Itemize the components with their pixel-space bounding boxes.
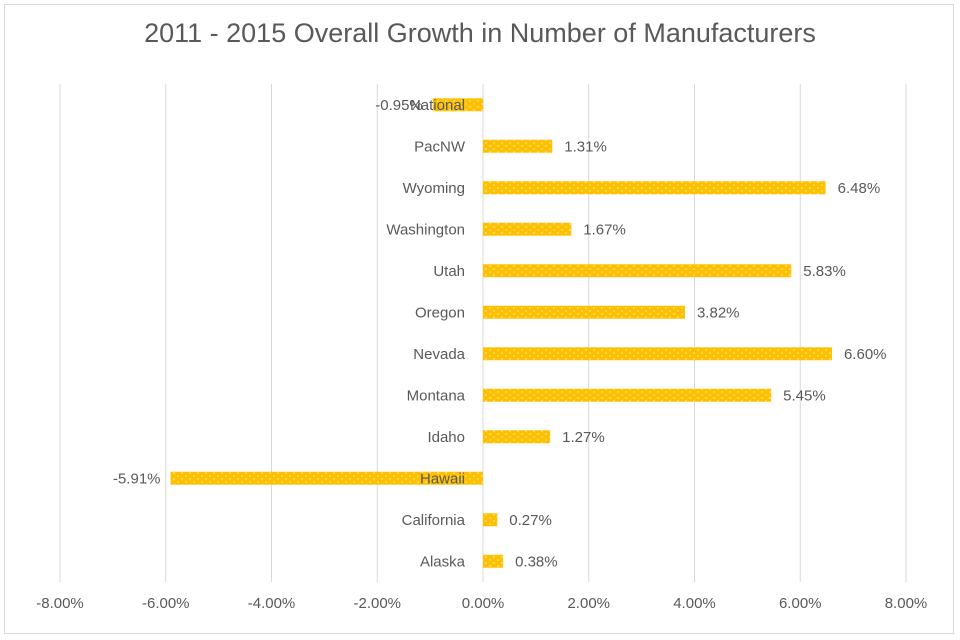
- category-label: PacNW: [414, 138, 466, 155]
- x-tick-label: 8.00%: [885, 595, 928, 612]
- category-label: Alaska: [420, 553, 466, 570]
- x-tick-label: 4.00%: [673, 595, 716, 612]
- data-label: -0.95%: [375, 97, 423, 114]
- data-label: 5.45%: [783, 387, 826, 404]
- data-label: 0.27%: [509, 512, 552, 529]
- bar: [483, 222, 572, 236]
- bar: [483, 264, 792, 278]
- data-label: 6.48%: [838, 180, 881, 197]
- x-tick-label: -6.00%: [142, 595, 190, 612]
- category-label: National: [410, 97, 465, 114]
- category-label: Wyoming: [403, 180, 465, 197]
- data-label: -5.91%: [113, 470, 161, 487]
- x-tick-label: -2.00%: [353, 595, 401, 612]
- bar: [483, 305, 685, 319]
- data-label: 0.38%: [515, 553, 558, 570]
- x-tick-label: -8.00%: [36, 595, 84, 612]
- category-label: California: [402, 512, 466, 529]
- bar: [432, 98, 483, 112]
- category-label: Oregon: [415, 304, 465, 321]
- bar: [483, 139, 553, 153]
- bar: [483, 513, 498, 527]
- bar: [483, 388, 772, 402]
- bar: [483, 554, 504, 568]
- bar: [483, 430, 551, 444]
- x-tick-label: 2.00%: [567, 595, 610, 612]
- data-label: 6.60%: [844, 346, 887, 363]
- data-label: 1.31%: [564, 138, 607, 155]
- category-label: Utah: [433, 263, 465, 280]
- data-label: 3.82%: [697, 304, 740, 321]
- bar: [483, 347, 832, 361]
- data-label: 1.27%: [562, 429, 605, 446]
- category-label: Hawaii: [420, 470, 465, 487]
- data-label: 5.83%: [803, 263, 846, 280]
- chart-title: 2011 - 2015 Overall Growth in Number of …: [144, 18, 816, 48]
- category-label: Montana: [407, 387, 466, 404]
- category-label: Idaho: [427, 429, 465, 446]
- x-tick-label: 6.00%: [779, 595, 822, 612]
- data-label: 1.67%: [583, 221, 626, 238]
- bar: [170, 471, 484, 485]
- category-label: Washington: [386, 221, 465, 238]
- bar: [483, 181, 826, 195]
- x-tick-label: 0.00%: [462, 595, 505, 612]
- category-label: Nevada: [413, 346, 465, 363]
- x-tick-label: -4.00%: [248, 595, 296, 612]
